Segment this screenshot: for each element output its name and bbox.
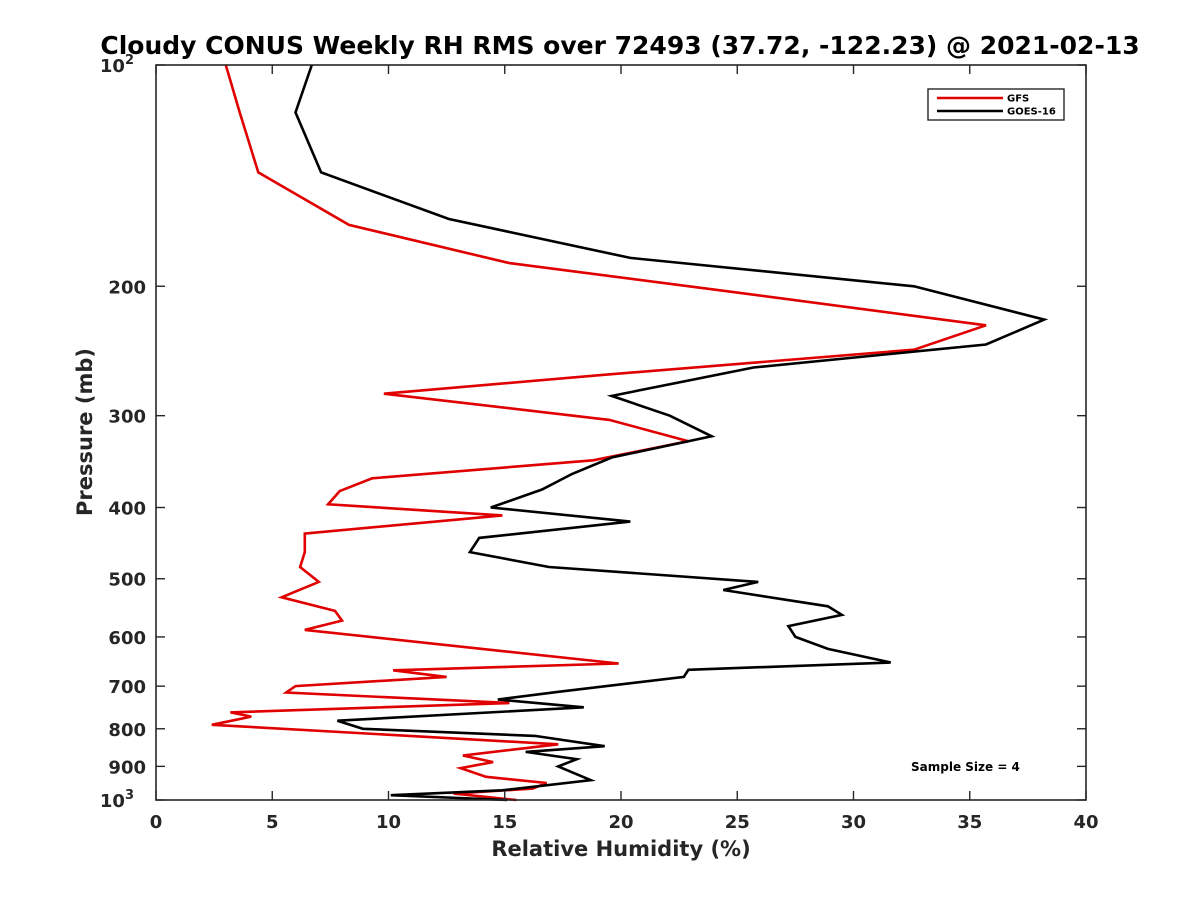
x-tick-label: 15	[492, 812, 517, 833]
x-tick-label: 5	[266, 812, 279, 833]
y-tick-label: 103	[100, 788, 134, 812]
x-tick-label: 25	[725, 812, 750, 833]
y-tick-label: 900	[108, 757, 146, 778]
y-tick-label: 800	[108, 720, 146, 741]
y-tick-label: 700	[108, 677, 146, 698]
y-axis: 102 200 300 400 500 600 700 800 900 103	[100, 53, 1086, 812]
series-layer	[211, 64, 1049, 802]
y-tick-label: 600	[108, 628, 146, 649]
legend-label-goes16: GOES-16	[1007, 107, 1056, 118]
y-tick-label: 200	[108, 277, 146, 298]
x-tick-label: 0	[150, 812, 163, 833]
x-tick-label: 35	[957, 812, 982, 833]
chart-title: Cloudy CONUS Weekly RH RMS over 72493 (3…	[100, 31, 1139, 60]
x-tick-label: 20	[608, 812, 633, 833]
y-tick-label: 500	[108, 570, 146, 591]
legend-box	[927, 88, 1065, 121]
legend-label-gfs: GFS	[1007, 94, 1029, 105]
x-axis-label: Relative Humidity (%)	[491, 837, 750, 861]
x-tick-label: 30	[841, 812, 866, 833]
legend: GFS GOES-16	[927, 88, 1065, 121]
sample-size-annotation: Sample Size = 4	[911, 760, 1020, 774]
y-tick-label: 102	[100, 53, 134, 77]
y-axis-label: Pressure (mb)	[73, 348, 97, 516]
y-tick-label: 400	[108, 499, 146, 520]
y-tick-label: 300	[108, 407, 146, 428]
x-tick-label: 40	[1073, 812, 1098, 833]
series-line-goes16	[294, 64, 1049, 802]
x-tick-label: 10	[376, 812, 401, 833]
x-axis: 0 5 10 15 20 25 30 35 40	[150, 65, 1099, 833]
series-line-gfs	[211, 64, 987, 802]
